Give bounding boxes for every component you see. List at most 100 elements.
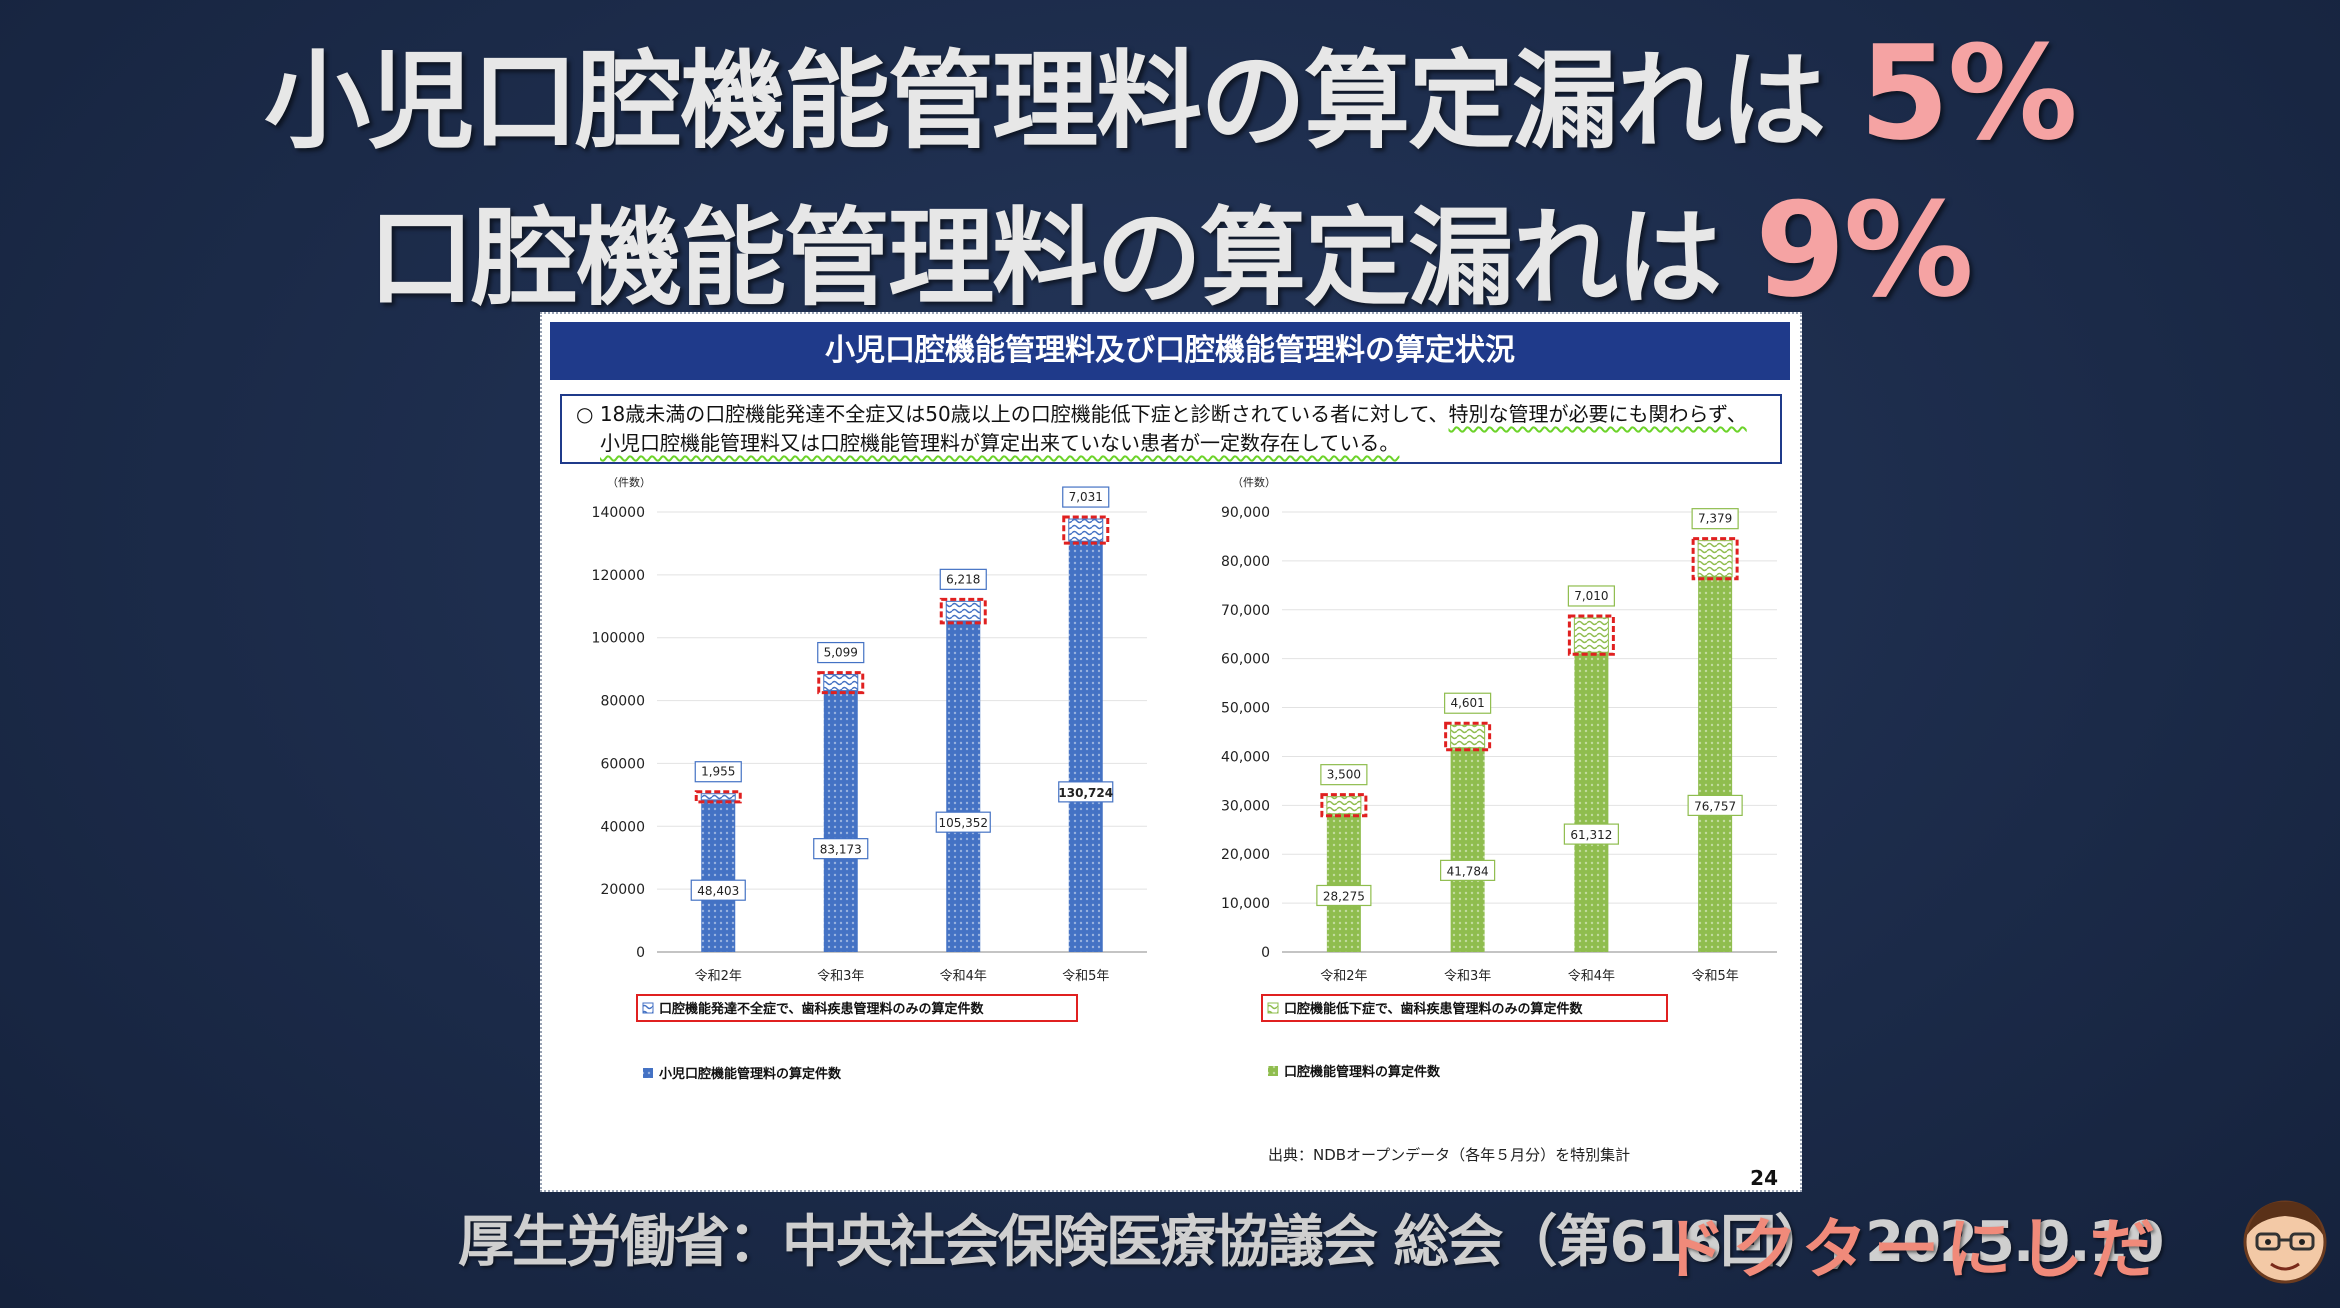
L-top-label-box [694, 761, 742, 783]
R-top-label: 7,379 [1698, 512, 1732, 526]
chart-pediatric: （件数） 0 20000 40000 60000 80000 100000 120000 140… [562, 464, 1162, 1082]
R-legend-top-swatch [1267, 1002, 1279, 1014]
R-base-label: 61,312 [1570, 828, 1612, 842]
L-ytick-label: 40000 [600, 819, 645, 835]
R-bar-top [1697, 540, 1733, 578]
L-xtick-label: 令和2年 [695, 969, 742, 984]
note-box: ○ 18歳未満の口腔機能発達不全症又は50歳以上の口腔機能低下症と診断されている… [560, 394, 1782, 464]
L-base-label-box [813, 838, 869, 860]
footer-citation: 厚生労働省：中央社会保険医療協議会 総会（第616回）, 2025.9.10 [458, 1210, 2164, 1275]
L-xtick-label: 令和4年 [940, 969, 987, 984]
L-xtick-label: 令和5年 [1062, 969, 1109, 984]
R-bar-top [1573, 617, 1609, 653]
R-ytick-label: 80,000 [1221, 554, 1270, 570]
L-legend-bottom-label: 小児口腔機能管理料の算定件数 [659, 1066, 842, 1082]
L-legend-top-box [636, 994, 1078, 1022]
R-highlight-box [1444, 721, 1492, 752]
R-base-label: 28,275 [1323, 889, 1365, 903]
R-top-label-box [1444, 692, 1492, 714]
R-ytick-label: 50,000 [1221, 701, 1270, 717]
R-base-label-box [1316, 884, 1372, 907]
R-top-label-box [1567, 585, 1615, 607]
L-bar-top [700, 793, 736, 801]
page-number: 24 [1750, 1166, 1778, 1190]
L-ytick-label: 80000 [600, 694, 645, 710]
L-top-label: 5,099 [824, 646, 858, 660]
R-xtick-label: 令和5年 [1691, 969, 1738, 984]
L-base-label-box [935, 811, 991, 833]
R-unit-label: （件数） [1232, 476, 1276, 489]
L-highlight-box [694, 790, 742, 804]
L-highlight-box [1062, 515, 1110, 545]
R-legend-top-label: 口腔機能低下症で、歯科疾患管理料のみの算定件数 [1284, 1001, 1583, 1017]
L-highlight-box [939, 597, 987, 625]
R-base-label-box [1440, 859, 1496, 881]
L-base-label: 83,173 [820, 843, 862, 857]
R-base-label: 76,757 [1694, 799, 1736, 813]
note-marker: ○ [576, 402, 594, 426]
slide-panel: 小児口腔機能管理料及び口腔機能管理料の算定状況 ○ 18歳未満の口腔機能発達不全… [540, 312, 1802, 1192]
L-base-label: 48,403 [697, 884, 739, 898]
L-bar-top [945, 600, 981, 622]
R-highlight-box [1691, 537, 1739, 581]
headline-line-1-text: 小児口腔機能管理料の算定漏れは [264, 40, 1860, 163]
headline-line-1: 小児口腔機能管理料の算定漏れは 5% [0, 28, 2340, 167]
R-legend-bottom-label: 口腔機能管理料の算定件数 [1284, 1064, 1441, 1080]
R-xtick-label: 令和2年 [1320, 969, 1367, 984]
headline-line-1-percent: 5% [1859, 17, 2078, 169]
R-bar-base [1326, 813, 1361, 952]
L-bar-base [946, 620, 981, 952]
L-xtick-label: 令和3年 [817, 969, 864, 984]
L-bar-base [823, 690, 858, 952]
L-base-label: 130,724 [1058, 786, 1113, 800]
L-top-label-box [939, 568, 987, 590]
R-bar-top [1326, 796, 1362, 815]
L-top-label: 7,031 [1069, 490, 1103, 504]
L-top-label: 1,955 [701, 765, 735, 779]
R-base-label-box [1563, 823, 1619, 845]
chart-adult-svg: （件数） 0 10,000 20,000 30,000 40,000 50,000 60,00… [1221, 476, 1777, 1080]
L-legend-top-swatch [642, 1002, 654, 1014]
R-top-label: 7,010 [1574, 589, 1608, 603]
R-ytick-label: 20,000 [1221, 847, 1270, 863]
R-bar-base [1450, 747, 1485, 952]
R-top-label-box [1320, 764, 1368, 786]
L-base-label-box [690, 879, 746, 901]
L-top-label: 6,218 [946, 572, 980, 586]
L-ytick-label: 140000 [592, 505, 645, 521]
R-legend-bottom-swatch [1268, 1066, 1278, 1076]
panel-title: 小児口腔機能管理料及び口腔機能管理料の算定状況 [550, 322, 1790, 380]
headline-line-2-text: 口腔機能管理料の算定漏れは [368, 197, 1756, 320]
L-top-label-box [1062, 486, 1110, 508]
L-base-label-box [1058, 781, 1114, 803]
brand-name: ドクターにしだ [1660, 1211, 2162, 1288]
R-highlight-box [1567, 614, 1615, 656]
R-base-label: 41,784 [1447, 864, 1489, 878]
R-top-label-box [1691, 508, 1739, 530]
R-ytick-label: 60,000 [1221, 652, 1270, 668]
chart-pediatric-svg: （件数） 0 20000 40000 60000 80000 100000 120000 140… [592, 476, 1147, 1082]
L-bar-top [1068, 518, 1104, 542]
R-bar-base [1698, 576, 1733, 952]
R-highlight-box [1320, 793, 1368, 818]
R-ytick-label: 70,000 [1221, 603, 1270, 619]
R-ytick-label: 30,000 [1221, 798, 1270, 814]
L-base-label: 105,352 [938, 816, 988, 830]
L-top-label-box [817, 641, 865, 664]
note-line-1a: 18歳未満の口腔機能発達不全症又は50歳以上の口腔機能低下症と診断されている者に… [599, 402, 1449, 426]
L-legend-top-label: 口腔機能発達不全症で、歯科疾患管理料のみの算定件数 [659, 1001, 984, 1017]
L-ytick-label: 20000 [600, 882, 645, 898]
R-ytick-label: 40,000 [1221, 749, 1270, 765]
headline-line-2: 口腔機能管理料の算定漏れは 9% [0, 185, 2340, 324]
L-ytick-label: 0 [636, 945, 645, 961]
note-line-2: 小児口腔機能管理料又は口腔機能管理料が算定出来ていない患者が一定数存在している。 [600, 431, 1400, 455]
R-base-label-box [1687, 794, 1743, 817]
L-legend-bottom-swatch [643, 1068, 653, 1078]
L-bar-base [1068, 541, 1103, 952]
R-top-label: 3,500 [1327, 768, 1361, 782]
L-highlight-box [817, 671, 865, 695]
L-ytick-label: 120000 [592, 568, 645, 584]
chart-adult: （件数） 0 10,000 20,000 30,000 40,000 50,000 60,00… [1187, 464, 1792, 1080]
R-bar-base [1574, 652, 1609, 952]
R-xtick-label: 令和3年 [1444, 969, 1491, 984]
